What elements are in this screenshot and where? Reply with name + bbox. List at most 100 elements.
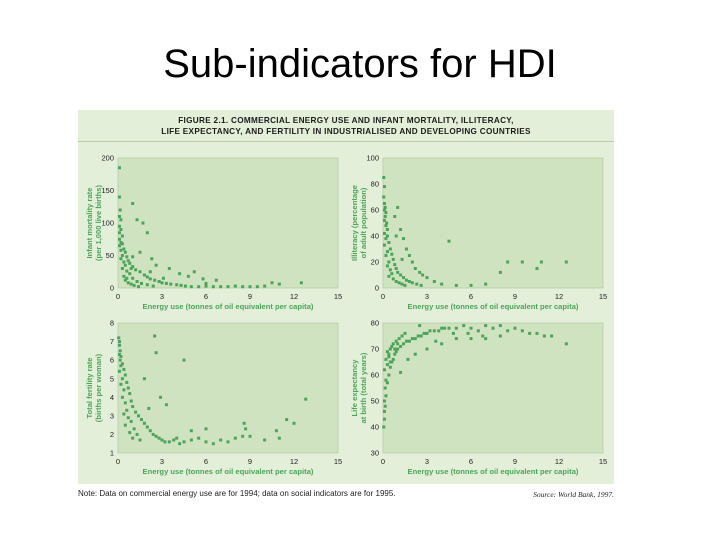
- data-point: [132, 283, 136, 287]
- data-point: [382, 195, 386, 199]
- data-point: [469, 283, 473, 287]
- data-point: [399, 273, 403, 277]
- data-point: [394, 280, 398, 283]
- data-point: [385, 350, 389, 354]
- data-point: [390, 344, 394, 348]
- data-point: [410, 281, 414, 285]
- data-point: [117, 231, 121, 235]
- data-point: [117, 244, 121, 248]
- data-point: [385, 228, 389, 231]
- data-point: [384, 378, 388, 382]
- y-axis-label: of adult population): [359, 187, 368, 258]
- data-point: [129, 399, 133, 403]
- data-point: [167, 440, 171, 444]
- data-point: [396, 270, 400, 274]
- figure-note: Note: Data on commercial energy use are …: [78, 489, 396, 498]
- data-point: [397, 337, 401, 341]
- y-tick-label: 0: [375, 284, 379, 293]
- data-point: [383, 205, 387, 209]
- data-point: [535, 267, 539, 270]
- data-point: [182, 358, 186, 362]
- data-point: [419, 334, 423, 338]
- data-point: [248, 434, 252, 438]
- data-point: [204, 284, 208, 288]
- y-tick-label: 1: [110, 449, 114, 458]
- y-tick-label: 30: [371, 449, 379, 458]
- data-point: [498, 324, 502, 328]
- x-tick-label: 15: [334, 457, 342, 466]
- plot-area: [117, 157, 339, 289]
- data-point: [403, 331, 407, 335]
- y-tick-label: 7: [110, 337, 114, 346]
- data-point: [382, 425, 386, 429]
- data-point: [118, 349, 122, 353]
- data-point: [169, 282, 173, 286]
- data-point: [119, 228, 123, 231]
- data-point: [410, 337, 414, 341]
- data-point: [440, 326, 444, 330]
- data-point: [183, 284, 187, 288]
- data-point: [407, 280, 411, 283]
- data-point: [384, 394, 388, 398]
- data-point: [520, 329, 524, 333]
- data-point: [388, 360, 392, 364]
- data-point: [396, 342, 400, 346]
- data-point: [421, 273, 425, 277]
- data-point: [154, 263, 158, 267]
- x-tick-label: 6: [469, 457, 473, 466]
- x-tick-label: 3: [425, 457, 429, 466]
- data-point: [390, 252, 394, 256]
- data-point: [404, 247, 408, 251]
- data-point: [117, 369, 121, 373]
- y-tick-label: 2: [110, 430, 114, 439]
- data-point: [419, 283, 423, 287]
- data-point: [394, 234, 398, 238]
- data-point: [428, 329, 432, 333]
- data-point: [120, 377, 124, 381]
- data-point: [434, 339, 438, 343]
- data-point: [393, 215, 397, 218]
- data-point: [120, 242, 124, 246]
- data-point: [119, 364, 123, 368]
- data-point: [189, 285, 193, 289]
- x-tick-label: 3: [425, 292, 429, 301]
- data-point: [145, 275, 149, 279]
- data-point: [277, 436, 281, 440]
- data-point: [388, 365, 392, 369]
- y-tick-label: 0: [110, 284, 114, 293]
- data-point: [148, 429, 152, 433]
- x-tick-label: 6: [204, 292, 208, 301]
- data-point: [383, 404, 387, 408]
- data-point: [394, 339, 398, 343]
- data-point: [385, 363, 389, 367]
- data-point: [151, 432, 155, 436]
- y-tick-label: 100: [366, 154, 379, 163]
- data-point: [242, 421, 246, 425]
- data-point: [131, 405, 135, 409]
- data-point: [535, 331, 539, 335]
- figure-divider: [78, 141, 614, 142]
- data-point: [387, 241, 391, 244]
- data-point: [292, 421, 296, 425]
- data-point: [123, 278, 127, 282]
- data-point: [134, 268, 138, 272]
- data-point: [147, 406, 151, 410]
- data-point: [126, 281, 130, 285]
- data-point: [407, 339, 411, 343]
- data-point: [277, 282, 281, 286]
- data-point: [415, 282, 419, 286]
- data-point: [440, 282, 444, 286]
- data-point: [385, 250, 389, 254]
- data-point: [161, 276, 165, 280]
- data-point: [138, 250, 142, 254]
- data-point: [402, 342, 406, 346]
- data-point: [117, 215, 121, 218]
- x-tick-label: 9: [513, 457, 517, 466]
- data-point: [151, 284, 155, 288]
- y-tick-label: 40: [371, 423, 379, 432]
- data-point: [129, 267, 133, 270]
- data-point: [382, 399, 386, 403]
- data-point: [123, 401, 127, 405]
- x-tick-label: 3: [160, 457, 164, 466]
